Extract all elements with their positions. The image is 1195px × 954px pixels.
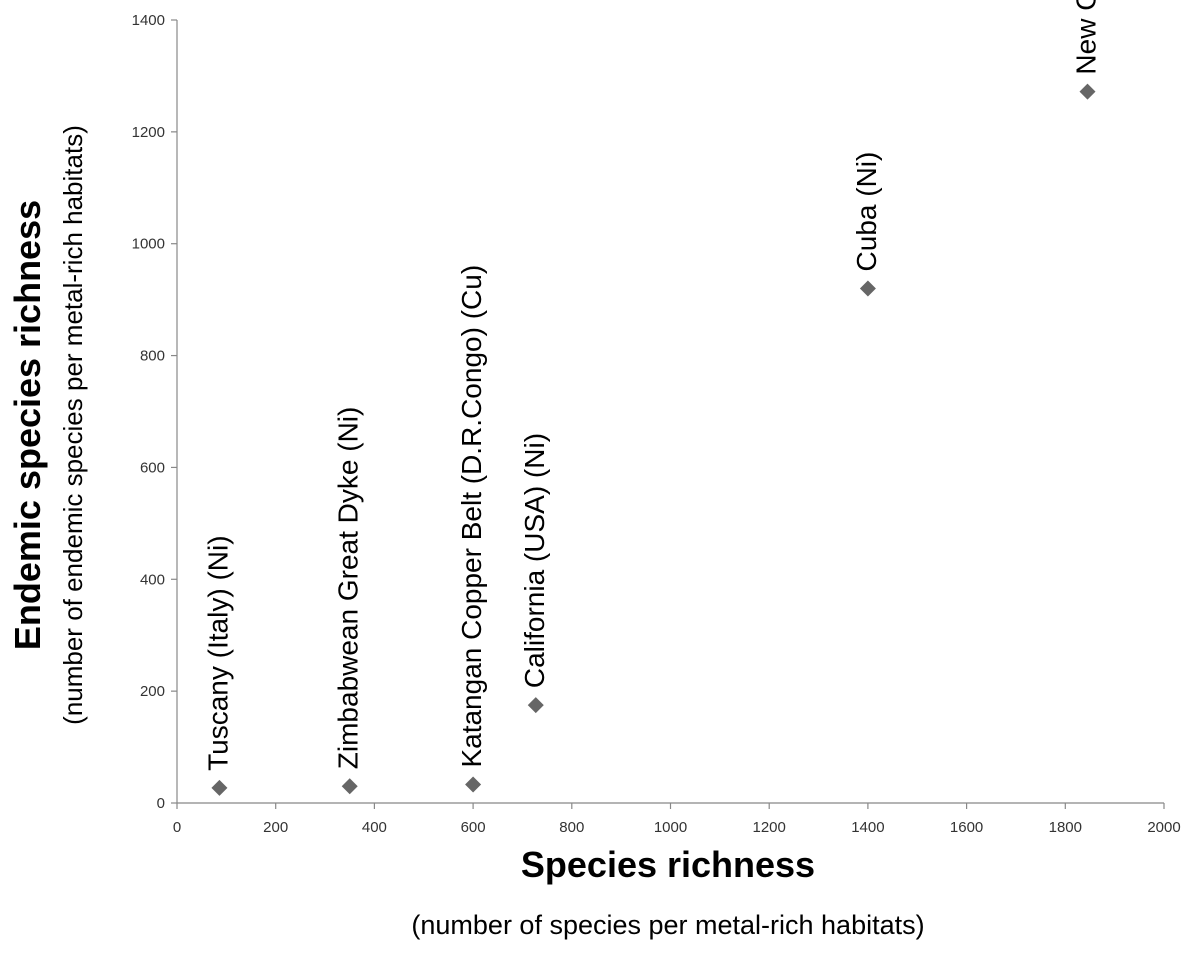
data-point-diamond bbox=[860, 280, 876, 296]
data-point-label: California (USA) (Ni) bbox=[519, 433, 550, 688]
data-point-diamond bbox=[342, 778, 358, 794]
y-tick-label: 0 bbox=[157, 795, 165, 812]
x-tick-label: 0 bbox=[173, 819, 181, 836]
x-tick-label: 1600 bbox=[950, 819, 983, 836]
y-tick-label: 200 bbox=[140, 683, 165, 700]
y-tick-label: 800 bbox=[140, 348, 165, 365]
x-axis-subtitle: (number of species per metal-rich habita… bbox=[411, 910, 924, 940]
x-tick-label: 1800 bbox=[1049, 819, 1082, 836]
y-axis-title: Endemic species richness bbox=[7, 200, 48, 650]
data-point-label: Zimbabwean Great Dyke (Ni) bbox=[333, 407, 364, 770]
data-point-label: Tuscany (Italy) (Ni) bbox=[202, 535, 233, 770]
y-tick-label: 1000 bbox=[132, 236, 165, 253]
y-tick-label: 600 bbox=[140, 459, 165, 476]
x-tick-label: 200 bbox=[263, 819, 288, 836]
x-axis-title: Species richness bbox=[521, 844, 815, 885]
y-tick-label: 1200 bbox=[132, 124, 165, 141]
x-tick-label: 600 bbox=[461, 819, 486, 836]
data-point-label: New Caledonia (Ni) bbox=[1071, 0, 1102, 75]
x-tick-label: 800 bbox=[559, 819, 584, 836]
y-tick-label: 400 bbox=[140, 571, 165, 588]
y-axis-subtitle: (number of endemic species per metal-ric… bbox=[58, 125, 88, 725]
x-tick-label: 2000 bbox=[1147, 819, 1180, 836]
x-tick-label: 400 bbox=[362, 819, 387, 836]
data-point-diamond bbox=[465, 777, 481, 793]
point-labels: Tuscany (Italy) (Ni) Zimbabwean Great Dyk… bbox=[202, 0, 1101, 771]
axes bbox=[177, 20, 1164, 803]
x-tick-label: 1000 bbox=[654, 819, 687, 836]
data-point-label: Katangan Copper Belt (D.R.Congo) (Cu) bbox=[456, 265, 487, 768]
data-point-diamond bbox=[528, 697, 544, 713]
ticks: 0 200 400 600 800 1000 1200 1400 1600 1800 2000 0 20… bbox=[132, 12, 1181, 836]
data-point-diamond bbox=[1080, 84, 1096, 100]
x-tick-label: 1400 bbox=[851, 819, 884, 836]
data-point-label: Cuba (Ni) bbox=[851, 152, 882, 272]
data-point-diamond bbox=[211, 780, 227, 796]
x-tick-label: 1200 bbox=[753, 819, 786, 836]
y-tick-label: 1400 bbox=[132, 12, 165, 29]
